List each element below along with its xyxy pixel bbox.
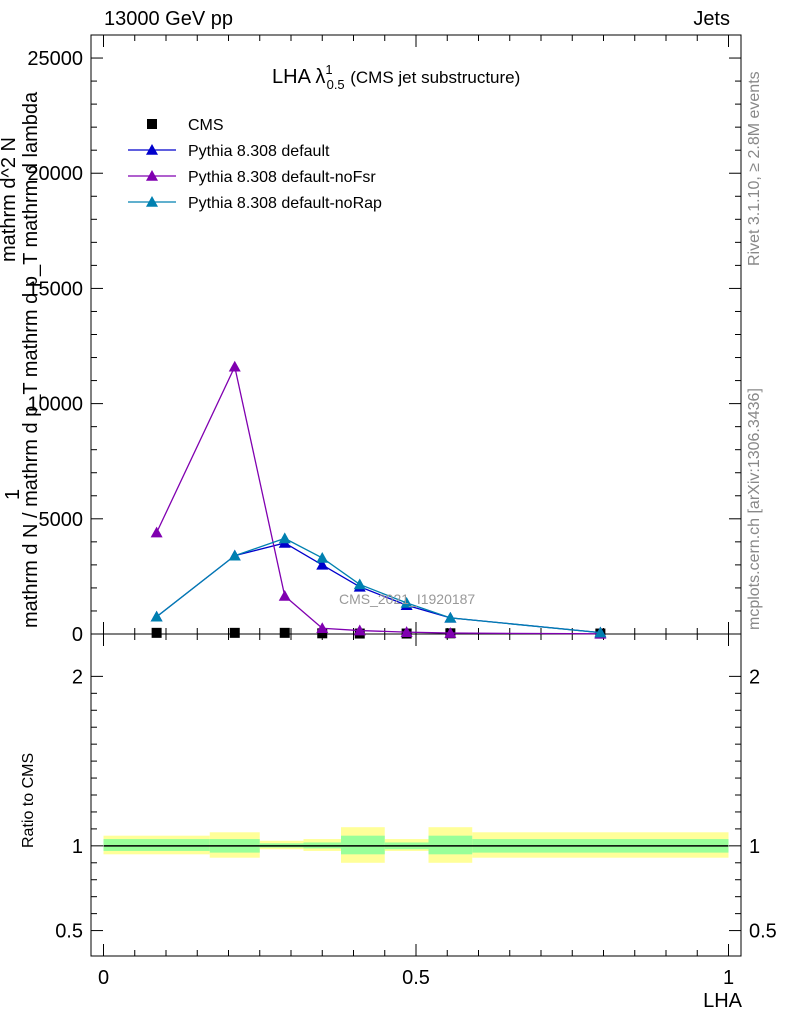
data-point-nofsr	[278, 589, 291, 601]
data-point-nofsr	[316, 622, 329, 634]
y-tick-label: 20000	[27, 163, 83, 185]
title-main: LHA λ	[272, 66, 326, 88]
ratio-y-tick-label: 1	[72, 836, 83, 858]
data-point-cms	[229, 627, 240, 638]
series-line-norap	[156, 537, 601, 634]
data-point-norap	[228, 549, 241, 561]
data-point-norap	[278, 532, 291, 544]
data-point-norap	[316, 551, 329, 563]
data-point-nofsr	[400, 626, 413, 637]
watermark: CMS_2021_I1920187	[339, 591, 476, 607]
header-left: 13000 GeV pp	[104, 8, 233, 30]
y-axis-label-denominator: mathrm d N / mathrm d p_T mathrm d p_T m…	[20, 91, 42, 628]
y-tick-label: 5000	[39, 509, 84, 531]
ratio-y-tick-label-right: 0.5	[749, 921, 777, 943]
ratio-band-inner	[428, 835, 473, 855]
ratio-y-tick-label: 0.5	[55, 921, 83, 943]
legend-label: Pythia 8.308 default-noRap	[188, 195, 382, 212]
x-tick-label: 1	[723, 967, 734, 989]
legend-label: Pythia 8.308 default-noFsr	[188, 169, 376, 186]
header-right: Jets	[693, 8, 730, 30]
data-point-nofsr	[444, 627, 457, 638]
series-line-default	[156, 542, 601, 634]
ratio-plot-frame	[90, 633, 742, 957]
data-point-cms	[279, 627, 290, 638]
rivet-version-label: Rivet 3.1.10, ≥ 2.8M events	[746, 71, 763, 266]
x-tick-label: 0	[98, 967, 109, 989]
y-tick-label: 0	[72, 624, 83, 646]
data-point-norap	[594, 626, 607, 638]
plot-title: LHA λ10.5 (CMS jet substructure)	[272, 62, 521, 92]
data-point-norap	[150, 610, 163, 622]
data-point-cms	[317, 628, 328, 639]
data-point-nofsr	[228, 360, 241, 372]
title-superscript: 1	[325, 62, 333, 77]
y-tick-label: 10000	[27, 394, 83, 416]
data-point-norap	[444, 611, 457, 623]
data-point-norap	[400, 596, 413, 608]
data-point-nofsr	[150, 526, 163, 538]
ratio-y-tick-label-right: 1	[749, 836, 760, 858]
legend-label: Pythia 8.308 default	[188, 143, 330, 160]
legend-marker	[146, 170, 158, 181]
ratio-y-axis-label: Ratio to CMS	[20, 752, 37, 848]
legend-marker	[146, 144, 158, 155]
legend-marker-cms	[147, 119, 157, 129]
ratio-band-inner	[341, 835, 385, 855]
data-point-norap	[353, 578, 366, 590]
ratio-band-inner	[103, 839, 210, 851]
mcplots-label: mcplots.cern.ch [arXiv:1306.3436]	[746, 388, 763, 630]
ratio-y-tick-label: 2	[72, 666, 83, 688]
y-tick-label: 15000	[27, 278, 83, 300]
title-suffix: (CMS jet substructure)	[350, 68, 521, 87]
title-subscript: 0.5	[326, 77, 345, 92]
data-point-default	[316, 558, 329, 570]
data-point-nofsr	[353, 624, 366, 636]
legend-label: CMS	[188, 117, 224, 134]
x-axis-label: LHA	[703, 990, 742, 1012]
series-line-nofsr	[156, 364, 601, 635]
data-point-cms	[151, 627, 162, 638]
legend-marker	[146, 196, 158, 207]
y-tick-label: 25000	[27, 48, 83, 70]
ratio-y-tick-label-right: 2	[749, 666, 760, 688]
y-axis-label-d2n: mathrm d^2 N	[0, 137, 20, 262]
x-tick-label: 0.5	[402, 967, 430, 989]
